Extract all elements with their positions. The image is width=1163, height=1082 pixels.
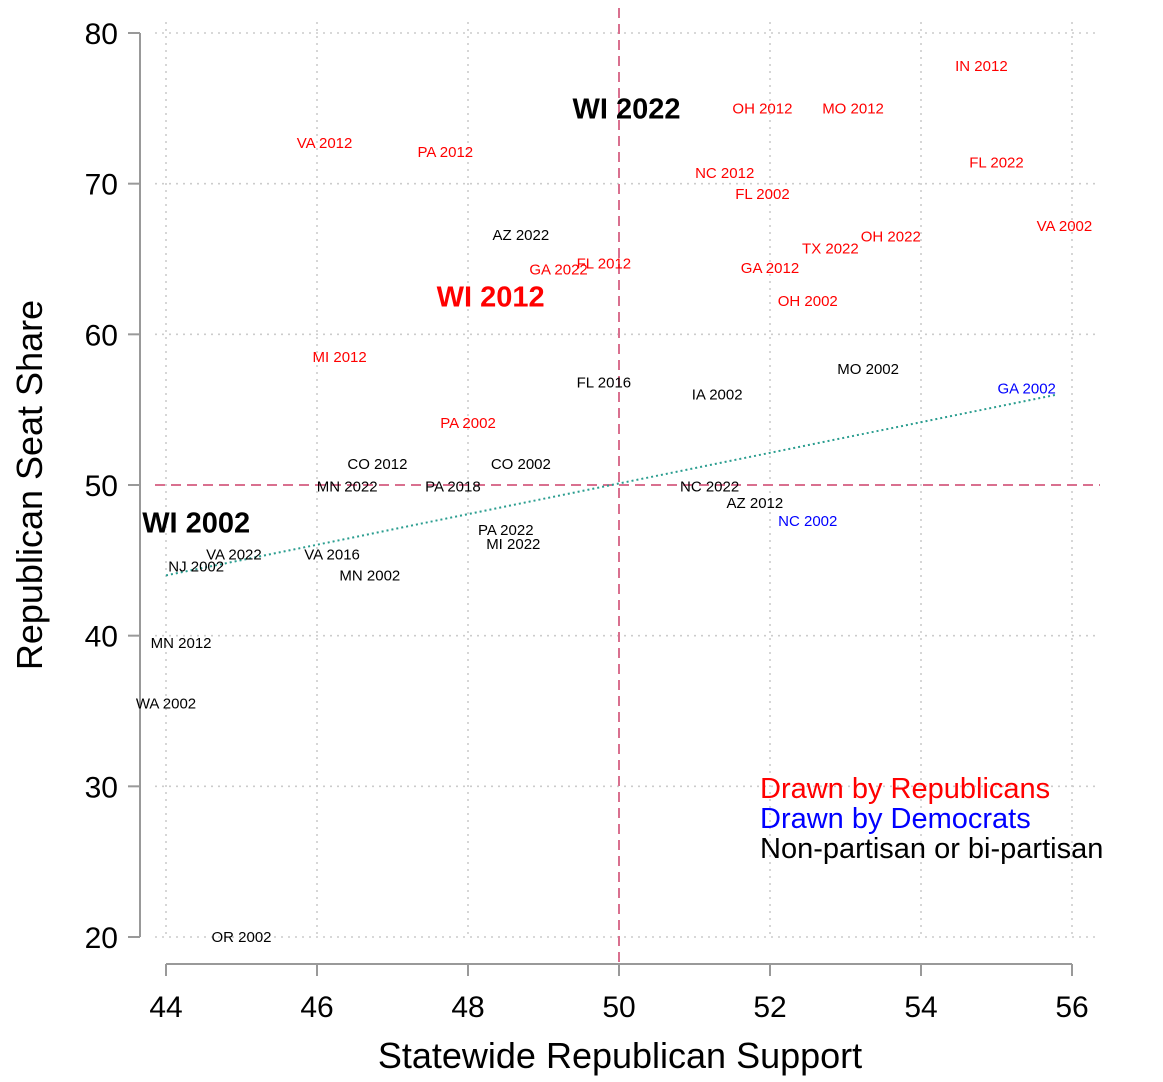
y-tick-label: 80 [85,18,118,51]
point-label: GA 2002 [998,381,1056,398]
point-label: WI 2022 [573,93,681,125]
point-label: GA 2012 [741,260,799,277]
point-label: FL 2002 [735,186,790,203]
point-label: MI 2022 [486,536,540,553]
y-tick-label: 40 [85,621,118,654]
point-label: NC 2012 [695,165,754,182]
reference-lines [155,8,1100,964]
point-label: AZ 2022 [492,227,549,244]
point-label: VA 2022 [206,546,262,563]
y-tick-label: 60 [85,319,118,352]
x-tick-label: 52 [753,991,786,1024]
point-label: VA 2002 [1037,218,1093,235]
point-label: VA 2016 [304,546,360,563]
point-label: OR 2002 [211,929,271,946]
point-label: IA 2002 [692,387,743,404]
fit-line-group [165,393,1058,577]
point-label: MO 2012 [822,100,884,117]
x-tick-label: 46 [300,991,333,1024]
point-label: AZ 2012 [727,495,784,512]
x-tick-label: 48 [451,991,484,1024]
point-label: WA 2002 [136,695,196,712]
legend-item: Drawn by Democrats [760,803,1031,835]
point-label: MO 2002 [837,361,899,378]
x-tick-label: 54 [904,991,937,1024]
point-label: PA 2022 [478,522,534,539]
y-tick-label: 30 [85,771,118,804]
point-label: MN 2022 [317,479,378,496]
point-label: OH 2022 [861,228,921,245]
point-label: CO 2002 [491,456,551,473]
point-label: NC 2002 [778,513,837,530]
legend-item: Drawn by Republicans [760,773,1050,805]
data-points: IN 2012 OH 2012 MO 2012 WI 2022 VA 2012 PA 20… [136,58,1092,946]
x-tick-label: 56 [1055,991,1088,1024]
point-label: VA 2012 [297,135,353,152]
point-label: GA 2022 [529,262,587,279]
point-label: MI 2012 [313,349,367,366]
point-label: MN 2002 [339,567,400,584]
point-label: NJ 2002 [168,558,224,575]
point-label: MN 2012 [151,635,212,652]
point-label: PA 2002 [440,415,496,432]
point-label: FL 2012 [577,256,632,273]
fit-line [165,393,1058,577]
y-tick-label: 70 [85,169,118,202]
x-tick-label: 44 [149,991,182,1024]
point-label: WI 2002 [142,508,250,540]
point-label: CO 2012 [347,456,407,473]
point-label: OH 2002 [778,293,838,310]
point-label: IN 2012 [955,58,1008,75]
axes: 20 30 40 50 60 70 80 44 46 48 50 52 54 56 [85,18,1089,1024]
y-tick-label: 50 [85,470,118,503]
point-label: FL 2022 [969,155,1024,172]
point-label: PA 2018 [425,479,481,496]
y-tick-label: 20 [85,922,118,955]
point-label: FL 2016 [577,375,632,392]
point-label: PA 2012 [418,144,474,161]
x-axis-title: Statewide Republican Support [378,1035,862,1076]
point-label: OH 2012 [732,100,792,117]
point-label: WI 2012 [437,282,545,314]
y-axis-title: Republican Seat Share [9,300,50,670]
point-label: NC 2022 [680,479,739,496]
point-label: TX 2022 [802,240,859,257]
legend-item: Non-partisan or bi-partisan [760,833,1103,865]
x-tick-label: 50 [602,991,635,1024]
